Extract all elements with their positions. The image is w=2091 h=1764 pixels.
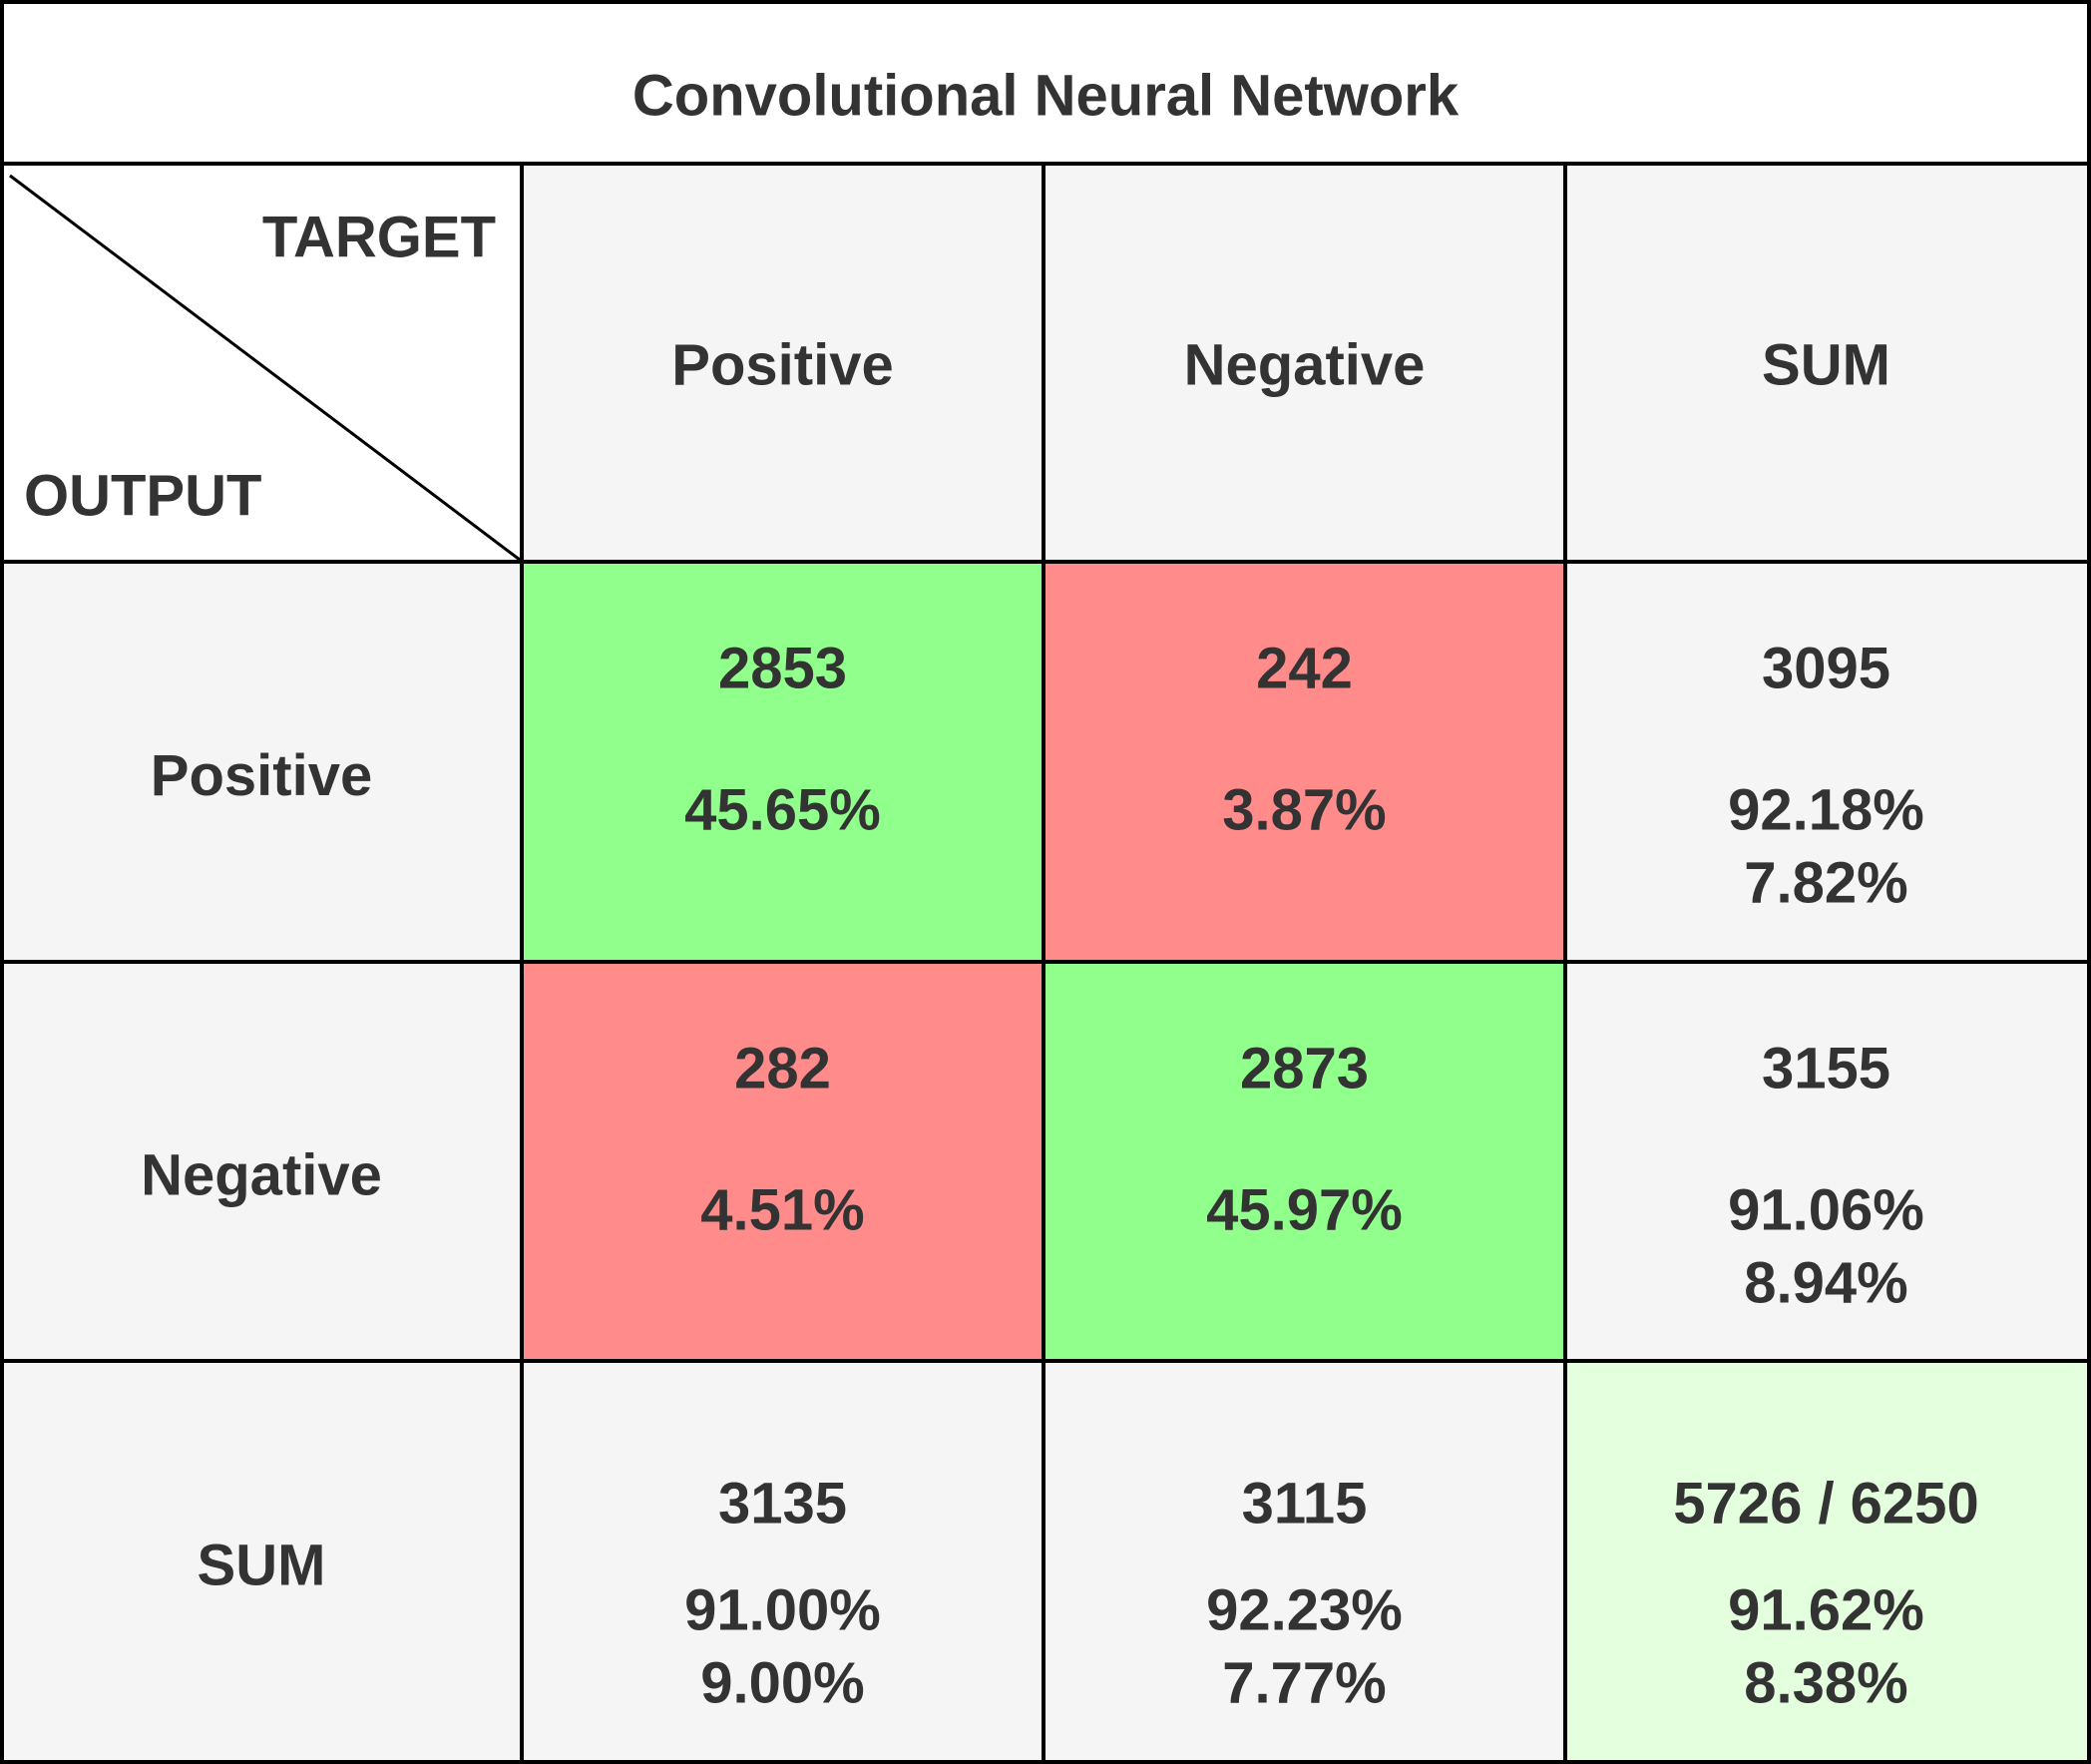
column-header-cell [522,164,1044,562]
cell-count: 282 [734,1037,831,1102]
row-header-cell [4,1361,522,1760]
cell-count: 242 [1256,637,1353,701]
row-header-label: Positive [151,743,372,808]
cell-count: 2873 [1240,1037,1369,1102]
target-label: TARGET [262,206,496,270]
matrix-cell [1565,1361,2087,1760]
chart-title: Convolutional Neural Network [632,64,1460,129]
matrix-cell [522,562,1044,962]
row-header-label: Negative [141,1143,382,1208]
cell-count: 3155 [1762,1037,1890,1102]
cell-error-rate: 8.94% [1744,1251,1907,1316]
output-label: OUTPUT [24,464,261,529]
matrix-cell [1565,562,2087,962]
cell-error-rate: 9.00% [700,1651,864,1716]
cell-accuracy: 91.06% [1728,1178,1924,1243]
matrix-cell [1565,962,2087,1361]
cell-percent: 4.51% [700,1178,864,1243]
cell-count: 3095 [1762,637,1890,701]
matrix-cell [1044,562,1565,962]
column-header-label: Positive [671,333,893,398]
cell-count: 3135 [718,1472,847,1537]
column-header-label: Negative [1184,333,1426,398]
matrix-cell [1044,962,1565,1361]
cell-percent: 45.65% [684,778,881,843]
row-header-cell [4,562,522,962]
cell-percent: 3.87% [1222,778,1386,843]
cell-accuracy: 91.00% [684,1578,881,1643]
cell-count: 3115 [1242,1472,1368,1537]
matrix-cell [522,962,1044,1361]
row-header-label: SUM [198,1534,326,1598]
cell-error-rate: 7.77% [1222,1651,1386,1716]
cell-error-rate: 7.82% [1744,851,1907,916]
matrix-cell [522,1361,1044,1760]
cell-percent: 45.97% [1206,1178,1403,1243]
cell-accuracy: 92.18% [1728,778,1924,843]
column-header-cell [1565,164,2087,562]
cell-error-rate: 8.38% [1744,1651,1907,1716]
matrix-cell [1044,1361,1565,1760]
cell-count: 2853 [718,637,847,701]
column-header-cell [1044,164,1565,562]
row-header-cell [4,962,522,1361]
cell-accuracy: 91.62% [1728,1578,1924,1643]
cell-accuracy: 92.23% [1206,1578,1403,1643]
column-header-label: SUM [1762,333,1890,398]
corner-diagonal [9,174,521,562]
cell-count: 5726 / 6250 [1673,1472,1978,1537]
